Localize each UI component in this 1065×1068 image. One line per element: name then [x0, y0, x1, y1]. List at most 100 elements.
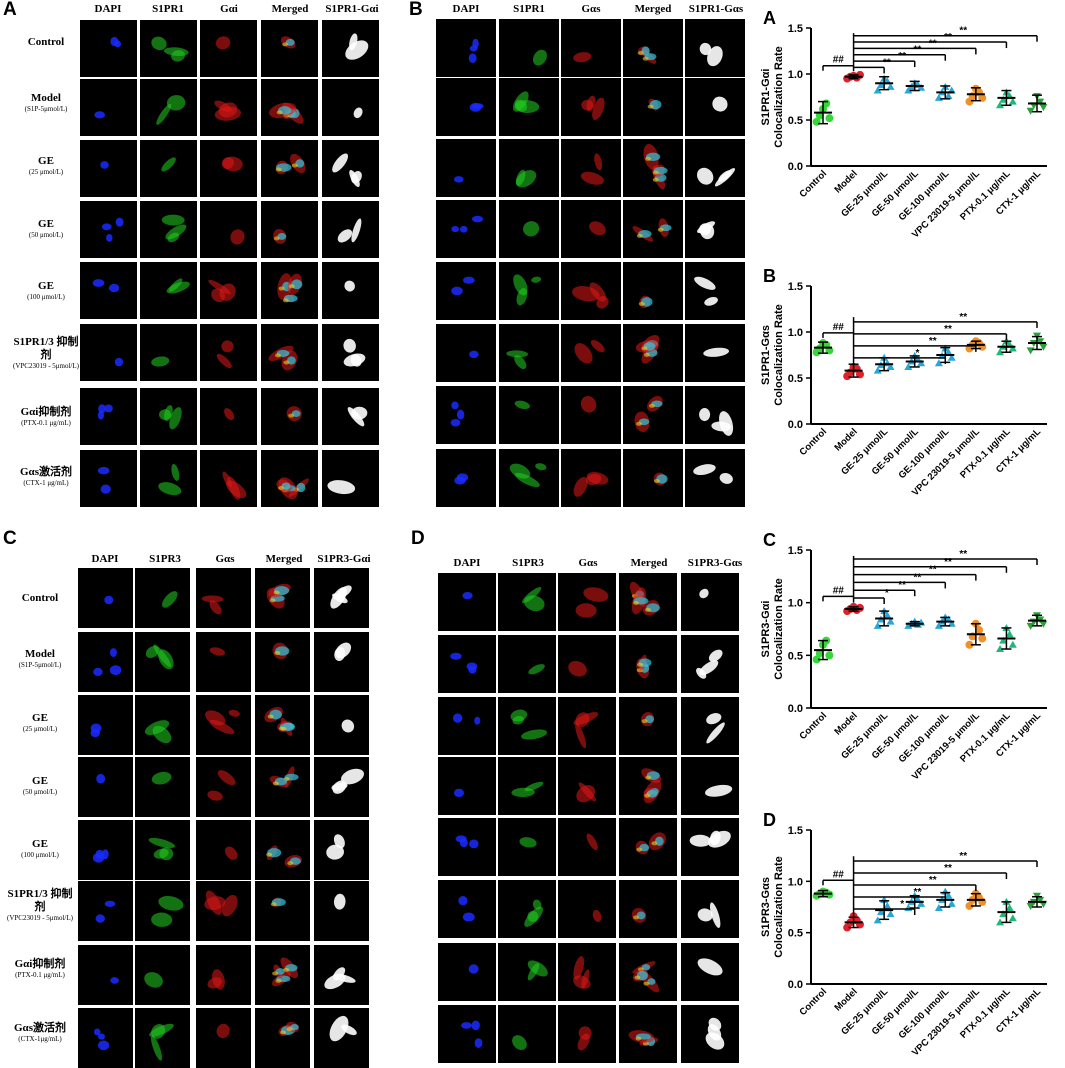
micrograph-receptor	[499, 19, 559, 77]
sig-label: *	[885, 588, 889, 599]
row-name: GE	[32, 712, 48, 724]
x-tick-label: Control	[797, 710, 829, 742]
panel-d-col-gas: Gαs	[578, 557, 598, 569]
micrograph-coloc	[322, 20, 379, 77]
micrograph-g-protein	[196, 945, 251, 1005]
micrograph-g-protein	[196, 695, 251, 755]
micrograph-merged	[255, 695, 310, 755]
x-tick-label: Model	[833, 168, 860, 195]
micrograph-dapi	[78, 695, 133, 755]
micrograph-g-protein	[561, 200, 621, 258]
micrograph-coloc	[685, 19, 745, 77]
panel-c-row-label: Gαi抑制剂 (PTX-0.1 μg/mL)	[4, 958, 76, 980]
y-tick-label: 0.0	[788, 703, 803, 715]
micrograph-dapi	[78, 1008, 133, 1068]
micrograph-dapi	[80, 324, 137, 381]
micrograph-coloc	[685, 200, 745, 258]
panel-c-row-label: Control	[6, 592, 74, 605]
row-sub: (50 μmol/L)	[28, 231, 64, 239]
micrograph-g-protein	[196, 1008, 251, 1068]
data-point	[886, 82, 895, 90]
micrograph-g-protein	[196, 757, 251, 817]
data-point	[965, 901, 974, 910]
data-point	[917, 899, 926, 907]
micrograph-dapi	[438, 697, 496, 755]
data-point	[996, 348, 1005, 356]
y-tick-label: 0.0	[788, 419, 803, 431]
panel-letter-b: B	[409, 0, 423, 20]
panel-a-col-s1pr1: S1PR1	[152, 3, 184, 15]
micrograph-merged	[261, 324, 318, 381]
panel-a-row-label: GE (100 μmol/L)	[14, 280, 78, 302]
row-name: GE	[38, 280, 54, 292]
sig-label: ##	[833, 322, 845, 333]
micrograph-merged	[255, 881, 310, 941]
panel-c-row-label: Gαs激活剂 (CTX-1μg/mL)	[4, 1022, 76, 1044]
data-point	[876, 908, 885, 916]
micrograph-receptor	[135, 568, 190, 628]
panel-c-col-gas: Gαs	[215, 553, 235, 565]
panel-a-col-dapi: DAPI	[94, 3, 122, 15]
micrograph-merged	[623, 78, 683, 136]
micrograph-receptor	[140, 450, 197, 507]
panel-c-row-label: GE (100 μmol/L)	[6, 838, 74, 860]
data-point	[1005, 904, 1014, 912]
y-tick-label: 1.0	[788, 69, 803, 81]
micrograph-receptor	[135, 820, 190, 880]
sig-label: ##	[833, 869, 845, 880]
micrograph-coloc	[314, 632, 369, 692]
micrograph-g-protein	[561, 19, 621, 77]
row-name: GE	[32, 838, 48, 850]
micrograph-receptor	[140, 140, 197, 197]
data-point	[1039, 620, 1048, 628]
micrograph-g-protein	[196, 568, 251, 628]
micrograph-merged	[623, 449, 683, 507]
row-sub: (PTX-0.1 μg/mL)	[21, 419, 71, 427]
micrograph-merged	[623, 262, 683, 320]
row-name: GE	[38, 218, 54, 230]
panel-c-row-label: GE (25 μmol/L)	[6, 712, 74, 734]
micrograph-coloc	[681, 1005, 739, 1063]
micrograph-receptor	[498, 818, 556, 876]
data-point	[917, 83, 926, 91]
micrograph-receptor	[135, 1008, 190, 1068]
micrograph-g-protein	[196, 632, 251, 692]
micrograph-dapi	[80, 388, 137, 445]
row-sub: (CTX-1 μg/mL)	[23, 479, 69, 487]
micrograph-dapi	[78, 820, 133, 880]
micrograph-receptor	[499, 386, 559, 444]
micrograph-merged	[619, 697, 677, 755]
micrograph-receptor	[499, 78, 559, 136]
micrograph-merged	[623, 200, 683, 258]
micrograph-receptor	[498, 697, 556, 755]
micrograph-merged	[619, 880, 677, 938]
micrograph-coloc	[322, 262, 379, 319]
row-sub: (25 μmol/L)	[28, 168, 64, 176]
micrograph-receptor	[140, 79, 197, 136]
panel-b-col-merged: Merged	[634, 3, 672, 15]
micrograph-g-protein	[561, 324, 621, 382]
micrograph-g-protein	[558, 697, 616, 755]
micrograph-coloc	[681, 943, 739, 1001]
data-point	[886, 910, 895, 918]
sig-label: **	[929, 336, 937, 347]
panel-c-col-s1pr3: S1PR3	[149, 553, 181, 565]
chart-letter: A	[763, 8, 776, 28]
micrograph-merged	[255, 568, 310, 628]
data-point	[886, 362, 895, 370]
y-tick-label: 1.5	[788, 545, 803, 557]
micrograph-receptor	[499, 139, 559, 197]
micrograph-merged	[255, 945, 310, 1005]
panel-c-row-label: GE (50 μmol/L)	[6, 775, 74, 797]
micrograph-dapi	[80, 262, 137, 319]
data-point	[812, 655, 821, 664]
data-point	[944, 92, 953, 100]
micrograph-merged	[255, 632, 310, 692]
micrograph-g-protein	[200, 201, 257, 258]
panel-letter-d: D	[411, 528, 425, 549]
chart-letter: B	[763, 266, 776, 286]
row-sub: (50 μmol/L)	[22, 788, 58, 796]
data-point	[947, 353, 956, 361]
micrograph-coloc	[685, 449, 745, 507]
panel-a-row-label: S1PR1/3 抑制剂 (VPC23019 - 5μmol/L)	[12, 336, 80, 371]
